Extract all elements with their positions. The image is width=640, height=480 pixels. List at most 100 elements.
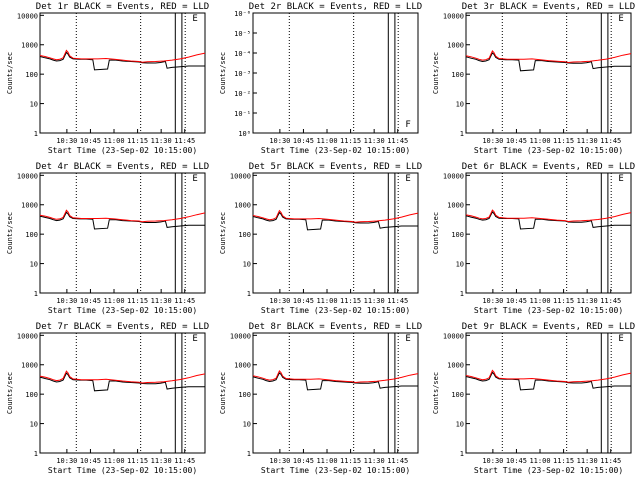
x-axis-label: Start Time (23-Sep-02 10:15:00) xyxy=(261,146,410,155)
y-tick-label: 1000 xyxy=(21,202,38,210)
panel-det-8: Det 8r BLACK = Events, RED = LLD Counts/s… xyxy=(219,322,422,475)
y-tick-label: 10000 xyxy=(443,172,464,180)
plot-frame xyxy=(39,332,206,454)
y-axis-label: Counts/sec xyxy=(6,52,14,94)
x-tick-label: 11:00 xyxy=(103,297,124,305)
y-tick-label: 1 xyxy=(34,290,38,298)
y-tick-label: 1000 xyxy=(21,362,38,370)
plot-frame xyxy=(252,172,419,294)
y-tick-label: 10000 xyxy=(230,172,251,180)
series-line-events xyxy=(465,371,631,391)
y-tick-label: 1 xyxy=(34,130,38,138)
x-tick-label: 10:30 xyxy=(56,297,77,305)
panel-title: Det 4r BLACK = Events, RED = LLD xyxy=(36,162,209,172)
x-tick-label: 10:45 xyxy=(80,137,101,145)
y-tick-label: 10000 xyxy=(230,332,251,340)
plot-frame xyxy=(252,12,419,134)
x-axis-label: Start Time (23-Sep-02 10:15:00) xyxy=(474,466,623,475)
y-tick-label: 10⁰ xyxy=(238,130,251,138)
y-tick-label: 10⁻⁵ xyxy=(234,30,251,38)
series-line-lld xyxy=(39,370,206,384)
panel-title: Det 7r BLACK = Events, RED = LLD xyxy=(36,322,209,332)
y-tick-label: 10⁻¹ xyxy=(234,110,251,118)
series-line-lld xyxy=(39,49,206,63)
y-tick-label: 1000 xyxy=(234,362,251,370)
y-tick-label: 10⁻² xyxy=(234,90,251,98)
panel-det-3: Det 3r BLACK = Events, RED = LLD Counts/s… xyxy=(432,2,635,155)
x-tick-label: 11:45 xyxy=(387,137,408,145)
x-tick-label: 10:45 xyxy=(506,137,527,145)
y-tick-label: 1 xyxy=(460,450,464,458)
y-axis-label: Counts/sec xyxy=(219,212,227,254)
panel-title: Det 3r BLACK = Events, RED = LLD xyxy=(462,2,635,12)
x-axis-label: Start Time (23-Sep-02 10:15:00) xyxy=(261,306,410,315)
x-tick-label: 11:45 xyxy=(174,457,195,465)
x-tick-label: 11:00 xyxy=(103,457,124,465)
y-tick-label: 10⁻⁶ xyxy=(234,10,251,18)
y-tick-label: 10 xyxy=(243,421,251,429)
x-tick-label: 11:30 xyxy=(577,297,598,305)
y-tick-label: 1000 xyxy=(447,362,464,370)
x-tick-label: 11:30 xyxy=(151,297,172,305)
plot-frame xyxy=(465,172,632,294)
interval-marker-label: E xyxy=(192,174,197,184)
panel-title: Det 2r BLACK = Events, RED = LLD xyxy=(249,2,422,12)
y-tick-label: 10⁻⁴ xyxy=(234,50,251,58)
x-axis-label: Start Time (23-Sep-02 10:15:00) xyxy=(261,466,410,475)
y-tick-label: 1000 xyxy=(234,202,251,210)
interval-marker-label: F xyxy=(405,120,410,130)
x-tick-label: 11:45 xyxy=(600,297,621,305)
y-tick-label: 1000 xyxy=(21,42,38,50)
series-line-lld xyxy=(252,370,419,384)
y-tick-label: 100 xyxy=(451,231,464,239)
interval-marker-label: E xyxy=(618,14,623,24)
x-tick-label: 11:15 xyxy=(340,457,361,465)
y-tick-label: 100 xyxy=(25,71,38,79)
y-axis-label: Counts/sec xyxy=(432,372,440,414)
panel-det-5: Det 5r BLACK = Events, RED = LLD Counts/s… xyxy=(219,162,422,315)
y-tick-label: 1000 xyxy=(447,202,464,210)
series-line-events xyxy=(465,52,631,72)
panel-det-7: Det 7r BLACK = Events, RED = LLD Counts/s… xyxy=(6,322,209,475)
series-line-events xyxy=(252,372,418,391)
y-tick-label: 10000 xyxy=(17,332,38,340)
y-tick-label: 10 xyxy=(456,261,464,269)
x-tick-label: 10:45 xyxy=(293,457,314,465)
x-tick-label: 10:30 xyxy=(56,457,77,465)
x-tick-label: 11:45 xyxy=(387,457,408,465)
x-tick-label: 11:15 xyxy=(553,457,574,465)
x-tick-label: 10:45 xyxy=(293,137,314,145)
panel-det-2: Det 2r BLACK = Events, RED = LLD Counts/s… xyxy=(219,2,422,155)
x-tick-label: 11:00 xyxy=(103,137,124,145)
x-axis-label: Start Time (23-Sep-02 10:15:00) xyxy=(474,306,623,315)
series-line-events xyxy=(39,51,205,71)
y-tick-label: 10000 xyxy=(443,12,464,20)
x-tick-label: 10:45 xyxy=(506,457,527,465)
panel-title: Det 1r BLACK = Events, RED = LLD xyxy=(36,2,209,12)
x-tick-label: 11:30 xyxy=(364,457,385,465)
y-axis-label: Counts/sec xyxy=(6,372,14,414)
panel-det-6: Det 6r BLACK = Events, RED = LLD Counts/s… xyxy=(432,162,635,315)
x-tick-label: 11:45 xyxy=(174,297,195,305)
y-tick-label: 10 xyxy=(243,261,251,269)
series-line-events xyxy=(39,372,205,392)
x-tick-label: 10:30 xyxy=(269,297,290,305)
y-tick-label: 10 xyxy=(30,421,38,429)
x-tick-label: 11:45 xyxy=(174,137,195,145)
y-tick-label: 10⁻³ xyxy=(234,70,251,78)
series-line-lld xyxy=(465,209,632,223)
x-tick-label: 11:15 xyxy=(340,297,361,305)
plot-frame xyxy=(465,12,632,134)
plot-frame xyxy=(39,12,206,134)
y-tick-label: 10000 xyxy=(17,172,38,180)
x-tick-label: 11:00 xyxy=(316,297,337,305)
x-tick-label: 11:30 xyxy=(364,297,385,305)
x-axis-label: Start Time (23-Sep-02 10:15:00) xyxy=(48,306,197,315)
y-tick-label: 100 xyxy=(451,71,464,79)
x-tick-label: 11:30 xyxy=(151,137,172,145)
x-tick-label: 10:45 xyxy=(80,457,101,465)
x-tick-label: 11:45 xyxy=(600,457,621,465)
x-tick-label: 10:30 xyxy=(482,297,503,305)
x-axis-label: Start Time (23-Sep-02 10:15:00) xyxy=(48,146,197,155)
interval-marker-label: E xyxy=(405,334,410,344)
